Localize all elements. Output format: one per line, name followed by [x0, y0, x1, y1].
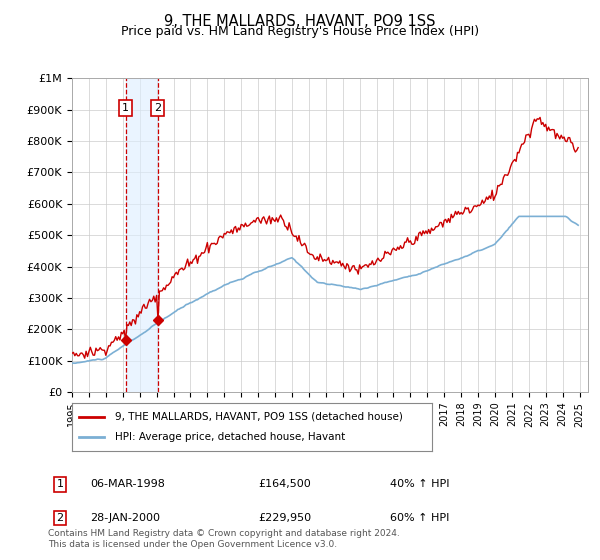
Text: 2: 2 — [56, 513, 64, 523]
Text: Price paid vs. HM Land Registry's House Price Index (HPI): Price paid vs. HM Land Registry's House … — [121, 25, 479, 38]
Text: HPI: Average price, detached house, Havant: HPI: Average price, detached house, Hava… — [115, 432, 346, 442]
Text: Contains HM Land Registry data © Crown copyright and database right 2024.
This d: Contains HM Land Registry data © Crown c… — [48, 529, 400, 549]
Text: 60% ↑ HPI: 60% ↑ HPI — [390, 513, 449, 523]
Text: 1: 1 — [122, 103, 129, 113]
Bar — [125, 78, 158, 392]
Text: 28-JAN-2000: 28-JAN-2000 — [90, 513, 160, 523]
Text: 40% ↑ HPI: 40% ↑ HPI — [390, 479, 449, 489]
Text: 2: 2 — [154, 103, 161, 113]
Text: 1: 1 — [56, 479, 64, 489]
Text: 9, THE MALLARDS, HAVANT, PO9 1SS: 9, THE MALLARDS, HAVANT, PO9 1SS — [164, 14, 436, 29]
Text: £229,950: £229,950 — [258, 513, 311, 523]
Text: 06-MAR-1998: 06-MAR-1998 — [90, 479, 165, 489]
Text: £164,500: £164,500 — [258, 479, 311, 489]
Text: 9, THE MALLARDS, HAVANT, PO9 1SS (detached house): 9, THE MALLARDS, HAVANT, PO9 1SS (detach… — [115, 412, 403, 422]
